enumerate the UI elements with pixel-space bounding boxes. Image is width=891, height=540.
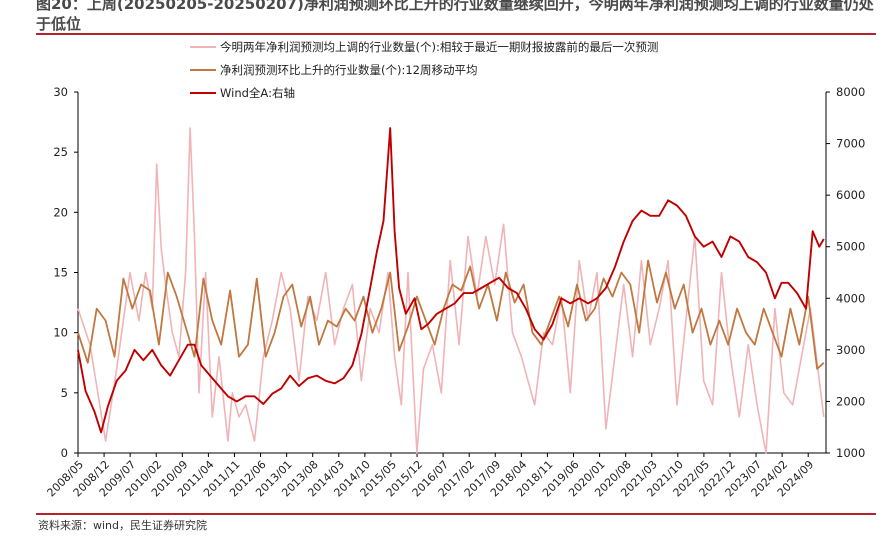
- footer-divider: [36, 513, 876, 515]
- series-line-red: [77, 127, 825, 434]
- y-right-tick-label: 4000: [836, 291, 865, 305]
- y-right-tick-label: 8000: [836, 85, 865, 99]
- y-left-tick-label: 20: [53, 205, 68, 219]
- y-right-tick-label: 1000: [836, 446, 865, 460]
- y-right-tick-label: 6000: [836, 188, 865, 202]
- y-right-tick-label: 7000: [836, 137, 865, 151]
- y-right-tick-label: 3000: [836, 343, 865, 357]
- y-right-tick-label: 2000: [836, 394, 865, 408]
- source-note: 资料来源：wind，民生证券研究院: [38, 519, 208, 532]
- y-left-tick-label: 15: [53, 266, 68, 280]
- chart-title: 图20：上周(20250205-20250207)净利润预测环比上升的行业数量继…: [36, 0, 874, 33]
- legend-label: Wind全A:右轴: [220, 86, 295, 100]
- title-divider: [36, 33, 876, 35]
- y-left-tick-label: 0: [61, 446, 68, 460]
- y-left-tick-label: 30: [53, 85, 68, 99]
- legend-label: 净利润预测环比上升的行业数量(个):12周移动平均: [220, 63, 477, 77]
- y-left-tick-label: 5: [61, 386, 68, 400]
- legend-label: 今明两年净利润预测均上调的行业数量(个):相较于最近一期财报披露前的最后一次预测: [220, 40, 658, 54]
- y-right-tick-label: 5000: [836, 240, 865, 254]
- series-line-brown: [77, 259, 825, 370]
- y-left-tick-label: 10: [53, 326, 68, 340]
- y-left-tick-label: 25: [53, 145, 68, 159]
